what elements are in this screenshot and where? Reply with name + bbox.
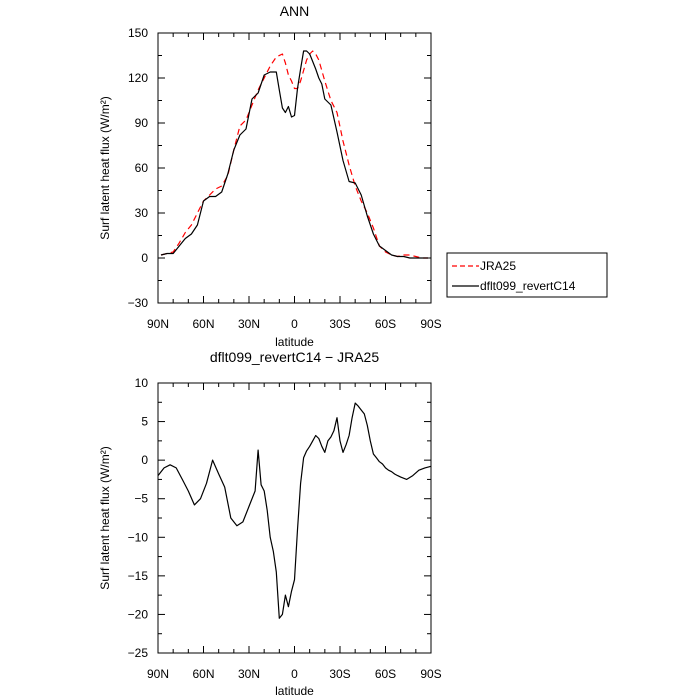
legend: JRA25 dflt099_revertC14 xyxy=(446,252,608,298)
x-tick-label: 60N xyxy=(192,667,214,681)
x-tick-label: 60S xyxy=(375,317,396,331)
y-axis-label: Surf latent heat flux (W/m²) xyxy=(98,96,112,239)
chart-panel-2: dflt099_revertC14 − JRA25 90N 60N 30N 0 30S 60… xyxy=(98,349,442,698)
x-tick-label: 60N xyxy=(192,317,214,331)
y-tick-label: 5 xyxy=(141,415,148,429)
y-tick-label: −25 xyxy=(128,646,149,660)
y-tick-label: 150 xyxy=(128,26,148,40)
plot-frame xyxy=(157,382,432,654)
y-tick-label: 60 xyxy=(135,161,149,175)
y-tick-label: −5 xyxy=(134,492,148,506)
y-axis-label: Surf latent heat flux (W/m²) xyxy=(98,446,112,589)
y-tick-label: −20 xyxy=(128,607,149,621)
legend-box xyxy=(446,252,608,298)
y-tick-label: 90 xyxy=(135,116,149,130)
x-tick-label: 90N xyxy=(147,667,169,681)
chart-title: ANN xyxy=(280,3,310,19)
chart-panel-1: ANN 90N 60N 30N 0 30S 60S 90S −30 0 30 60 90 120 150 la… xyxy=(98,3,608,349)
y-tick-label: 30 xyxy=(135,206,149,220)
x-tick-label: 90N xyxy=(147,317,169,331)
y-tick-label: −15 xyxy=(128,569,149,583)
x-tick-label: 0 xyxy=(291,667,298,681)
y-tick-label: 120 xyxy=(128,71,148,85)
series-line-dflt099-revertc14 xyxy=(160,50,428,259)
series-line-jra25 xyxy=(160,50,428,259)
x-axis-label: latitude xyxy=(275,684,314,698)
x-tick-label: 0 xyxy=(291,317,298,331)
y-tick-label: −30 xyxy=(128,296,149,310)
x-axis-label: latitude xyxy=(275,335,314,349)
chart-title: dflt099_revertC14 − JRA25 xyxy=(210,349,379,365)
series-line-difference xyxy=(157,402,432,619)
y-tick-label: −10 xyxy=(128,530,149,544)
legend-label: dflt099_revertC14 xyxy=(480,279,576,293)
y-tick-label: 0 xyxy=(141,453,148,467)
x-tick-label: 30N xyxy=(238,317,260,331)
legend-label: JRA25 xyxy=(480,259,516,273)
x-tick-label: 60S xyxy=(375,667,396,681)
x-tick-label: 90S xyxy=(420,317,441,331)
x-tick-label: 30N xyxy=(238,667,260,681)
plot-frame xyxy=(157,32,432,304)
x-tick-label: 30S xyxy=(329,667,350,681)
y-tick-label: 0 xyxy=(141,251,148,265)
x-tick-label: 90S xyxy=(420,667,441,681)
x-tick-label: 30S xyxy=(329,317,350,331)
y-tick-label: 10 xyxy=(135,376,149,390)
